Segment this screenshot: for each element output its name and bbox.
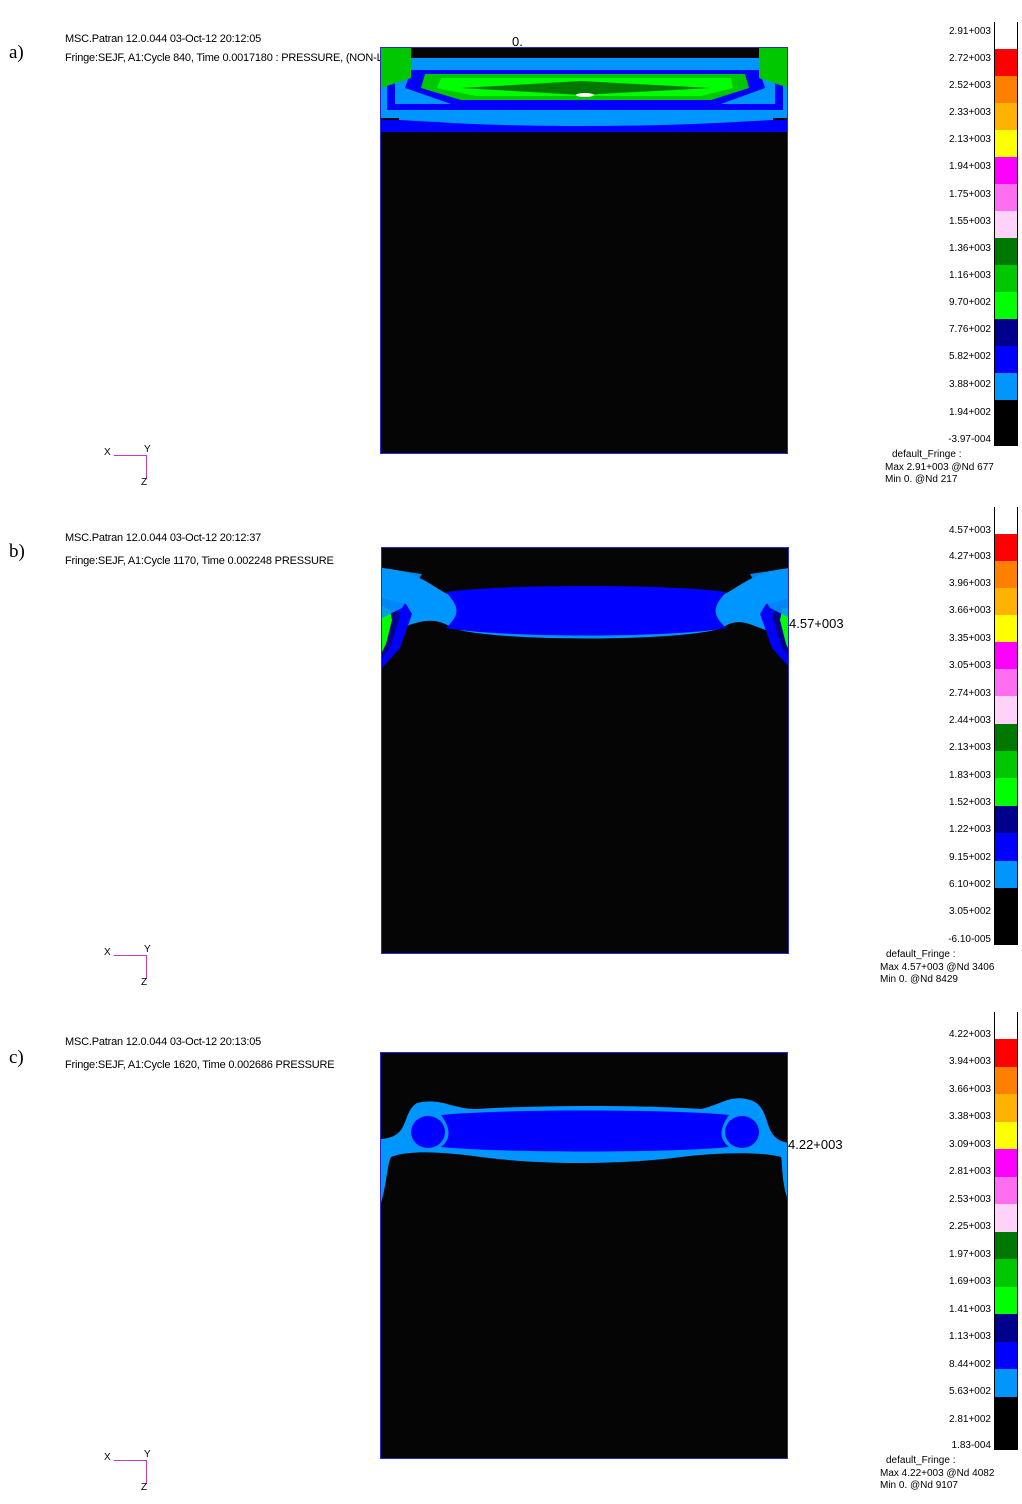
legend-title: default_Fringe : [886,1455,956,1466]
coordinate-triad: X Y Z [104,444,154,491]
legend-tick: 1.55+003 [949,216,991,227]
legend-tick: 3.66+003 [949,1084,991,1095]
legend-tick: 3.96+003 [949,578,991,589]
axis-z-label: Z [141,1482,148,1493]
legend-tick: 1.41+003 [949,1304,991,1315]
legend-tick: 2.91+003 [949,26,991,37]
legend-colorbar [994,22,1018,446]
legend-swatches [994,1012,1018,1450]
coordinate-triad: X Y Z [104,1449,154,1496]
legend-tick: 9.70+002 [949,297,991,308]
legend-min: Min 0. @Nd 8429 [880,974,958,985]
contour-annotation: 4.57+003 [789,616,844,631]
legend-tick: 3.05+002 [949,906,991,917]
panel-label: b) [9,541,25,562]
legend-max: Max 4.57+003 @Nd 3406 [880,961,995,973]
legend-tick: 1.16+003 [949,270,991,281]
axis-z-label: Z [141,977,148,988]
legend-colorbar [994,1012,1018,1450]
header-fringe: Fringe:SEJF, A1:Cycle 1170, Time 0.00224… [65,555,334,567]
legend-tick: 2.52+003 [949,80,991,91]
coordinate-triad: X Y Z [104,944,154,991]
fringe-plot[interactable] [380,47,788,454]
panel-c: c) MSC.Patran 12.0.044 03-Oct-12 20:13:0… [0,1004,1022,1504]
legend-tick: 1.83-004 [951,1440,991,1451]
legend-tick: 1.36+003 [949,243,991,254]
legend-tick: 2.44+003 [949,715,991,726]
legend-tick: -6.10-005 [948,934,991,945]
legend-tick: 8.44+002 [949,1359,991,1370]
legend-swatches [994,22,1018,446]
legend-tick: 2.33+003 [949,107,991,118]
fringe-contours [381,1098,787,1203]
legend-tick: 9.15+002 [949,852,991,863]
axis-x-label: X [104,947,111,958]
legend-info: default_Fringe : Max 4.57+003 @Nd 3406 M… [880,949,994,987]
legend-tick: 3.94+003 [949,1056,991,1067]
legend-tick: 1.94+002 [949,407,991,418]
legend-tick: 3.35+003 [949,633,991,644]
legend-tick: 2.13+003 [949,134,991,145]
panel-a: a) MSC.Patran 12.0.044 03-Oct-12 20:12:0… [0,0,1022,500]
legend-tick: 2.81+002 [949,1414,991,1425]
legend-min: Min 0. @Nd 217 [885,474,958,485]
header-title: MSC.Patran 12.0.044 03-Oct-12 20:12:05 [65,33,262,45]
fringe-plot[interactable] [380,1052,788,1459]
axis-x-label: X [104,447,111,458]
contour-annotation: 4.22+003 [788,1137,843,1152]
axis-y-label: Y [144,444,151,455]
legend-title: default_Fringe : [886,949,956,960]
legend-tick: 1.13+003 [949,1331,991,1342]
legend-colorbar [994,507,1018,945]
legend-tick: 1.22+003 [949,824,991,835]
legend-info: default_Fringe : Max 2.91+003 @Nd 677 Mi… [880,449,994,487]
legend-max: Max 2.91+003 @Nd 677 [885,461,994,473]
legend-tick: 4.22+003 [949,1029,991,1040]
axis-z-label: Z [141,477,148,488]
axis-y-label: Y [144,944,151,955]
fringe-contours [382,568,788,668]
header-fringe: Fringe:SEJF, A1:Cycle 840, Time 0.001718… [65,52,430,64]
legend-tick: 3.38+003 [949,1111,991,1122]
header-title: MSC.Patran 12.0.044 03-Oct-12 20:13:05 [65,1036,262,1048]
legend-tick: 2.74+003 [949,688,991,699]
legend-tick: 2.53+003 [949,1194,991,1205]
legend-tick: 1.69+003 [949,1276,991,1287]
axis-x-label: X [104,1452,111,1463]
header-fringe: Fringe:SEJF, A1:Cycle 1620, Time 0.00268… [65,1059,335,1071]
legend-max: Max 4.22+003 @Nd 4082 [880,1467,995,1479]
panel-b: b) MSC.Patran 12.0.044 03-Oct-12 20:12:3… [0,500,1022,1000]
legend-tick: 2.25+003 [949,1221,991,1232]
legend-tick: 2.72+003 [949,53,991,64]
legend-tick: 5.82+002 [949,351,991,362]
legend-tick: 1.52+003 [949,797,991,808]
legend-title: default_Fringe : [892,449,962,460]
legend-tick: 4.27+003 [949,551,991,562]
legend-tick: -3.97-004 [948,434,991,445]
legend-tick: 1.83+003 [949,770,991,781]
legend-min: Min 0. @Nd 9107 [880,1480,958,1491]
contour-annotation: 0. [512,34,523,49]
legend-tick: 2.81+003 [949,1166,991,1177]
legend-tick: 3.88+002 [949,379,991,390]
axis-y-label: Y [144,1449,151,1460]
legend-tick: 4.57+003 [949,525,991,536]
legend-tick: 3.05+003 [949,660,991,671]
legend-tick: 1.75+003 [949,189,991,200]
legend-tick: 3.66+003 [949,605,991,616]
legend-swatches [994,507,1018,945]
legend-tick: 7.76+002 [949,324,991,335]
fringe-contours [381,48,787,453]
legend-info: default_Fringe : Max 4.22+003 @Nd 4082 M… [880,1455,994,1493]
header-title: MSC.Patran 12.0.044 03-Oct-12 20:12:37 [65,532,262,544]
legend-tick: 3.09+003 [949,1139,991,1150]
fringe-plot[interactable] [381,547,789,954]
legend-tick: 6.10+002 [949,879,991,890]
legend-tick: 5.63+002 [949,1386,991,1397]
panel-label: a) [9,42,24,63]
legend-tick: 2.13+003 [949,742,991,753]
legend-tick: 1.97+003 [949,1249,991,1260]
legend-tick: 1.94+003 [949,161,991,172]
panel-label: c) [9,1047,24,1068]
